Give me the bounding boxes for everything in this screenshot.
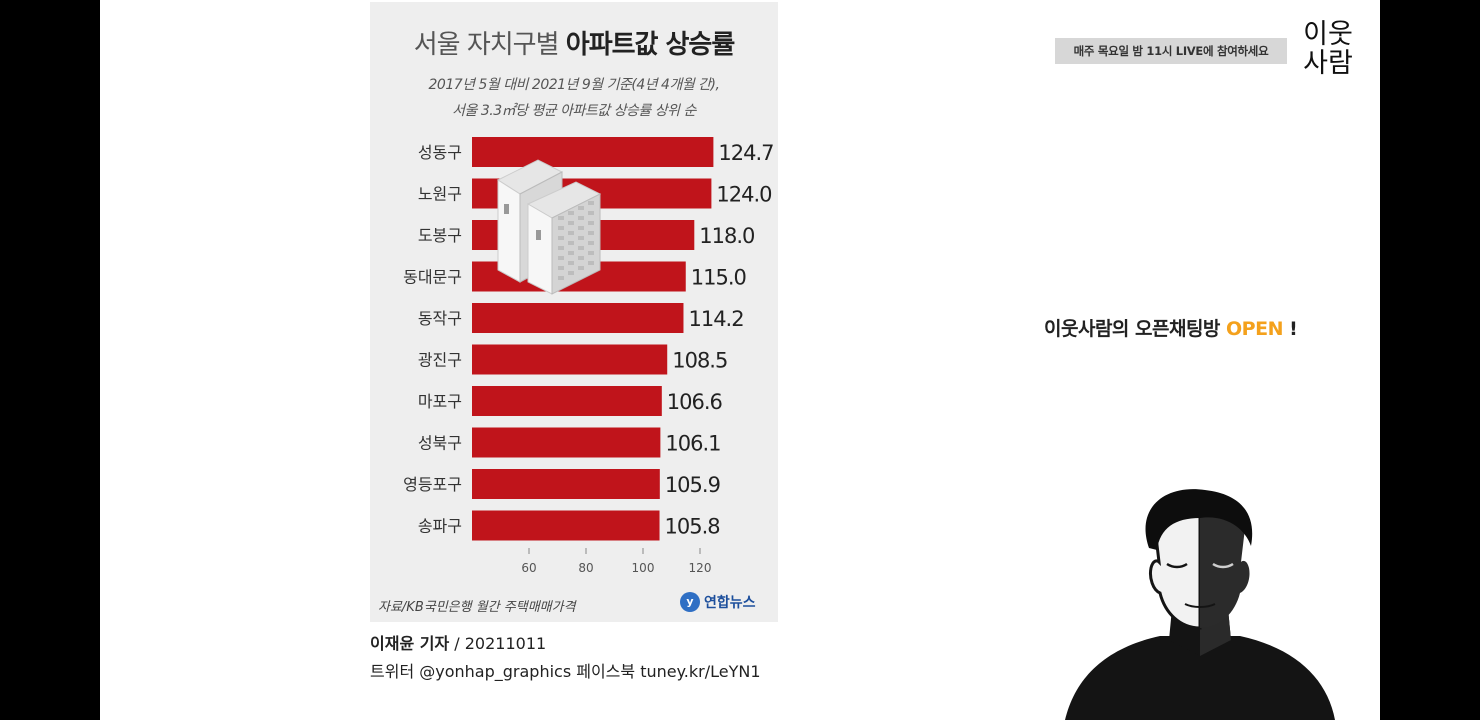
category-label: 성동구 [418,143,462,162]
category-label: 마포구 [418,392,462,411]
category-label: 동작구 [418,309,462,328]
x-tick-label: 100 [632,561,655,575]
category-label: 노원구 [418,185,462,204]
credit-line: 이재윤 기자 / 20211011 [370,630,546,654]
bar [472,510,660,541]
value-label: 106.1 [665,432,720,456]
value-label: 105.8 [665,515,720,539]
live-banner: 매주 목요일 밤 11시 LIVE에 참여하세요 [1055,38,1287,64]
value-label: 108.5 [672,349,727,373]
video-frame: 서울 자치구별 아파트값 상승률 2017년 5월 대비 2021년 9월 기준… [100,0,1380,720]
credit-social: 트위터 @yonhap_graphics 페이스북 tuney.kr/LeYN1 [370,662,761,681]
value-label: 124.7 [718,141,773,165]
value-label: 118.0 [699,224,754,248]
x-tick-label: 80 [578,561,593,575]
openchat-text: 이웃사람의 오픈채팅방 [1044,318,1227,340]
chart-title-light: 서울 자치구별 [413,30,566,60]
bar [472,303,684,333]
category-label: 도봉구 [418,226,462,245]
value-label: 124.0 [716,183,771,207]
bar [472,469,660,499]
credit-author: 이재윤 기자 [370,634,450,653]
chart-subtitle-line2: 서울 3.3㎡당 평균 아파트값 상승률 상위 순 [452,103,696,119]
chart-title-bold: 아파트값 상승률 [565,30,735,60]
bar [472,137,714,167]
openchat-end: ! [1283,318,1298,340]
yonhap-logo-text: 연합뉴스 [704,595,756,611]
value-label: 114.2 [688,307,743,331]
category-label: 광진구 [418,351,462,370]
channel-logo-line2: 사람 [1303,48,1353,79]
category-label: 송파구 [418,517,462,536]
category-label: 성북구 [418,434,462,453]
value-label: 115.0 [691,266,746,290]
openchat-notice: 이웃사람의 오픈채팅방 OPEN ! [1044,314,1298,341]
chart-title: 서울 자치구별 아파트값 상승률 [370,24,778,61]
channel-logo: 이웃 사람 [1298,20,1358,78]
yonhap-logo: y 연합뉴스 [680,592,756,612]
value-label: 106.6 [667,390,723,414]
bar [472,386,662,416]
category-label: 영등포구 [403,475,462,494]
x-tick-label: 60 [521,561,536,575]
chart-subtitle-line1: 2017년 5월 대비 2021년 9월 기준(4년 4개월 간), [428,77,720,93]
yonhap-logo-icon: y [680,592,700,612]
bar [472,344,668,375]
x-tick-label: 120 [689,561,712,575]
category-label: 동대문구 [403,268,462,287]
chart-source: 자료/KB국민은행 월간 주택매매가격 [378,600,576,615]
person-illustration [1065,489,1335,720]
bar-chart: 성동구124.7%노원구124.0도봉구118.0동대문구115.0동작구114… [403,137,775,575]
channel-logo-line1: 이웃 [1303,19,1353,50]
openchat-accent: OPEN [1226,318,1283,340]
credit-date: / 20211011 [449,634,547,653]
value-label: 105.9 [665,473,720,497]
bar [472,427,661,458]
infographic-card: 서울 자치구별 아파트값 상승률 2017년 5월 대비 2021년 9월 기준… [370,2,778,622]
apartment-building-icon [496,159,602,295]
